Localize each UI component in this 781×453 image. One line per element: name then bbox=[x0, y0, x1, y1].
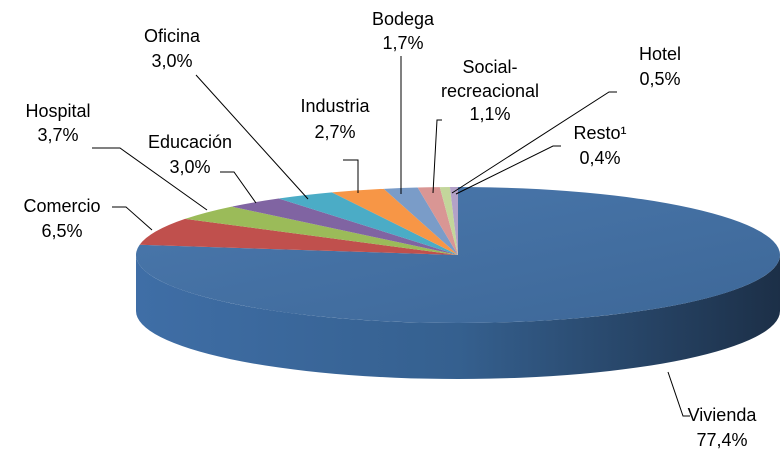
value-label: 1,7% bbox=[382, 33, 423, 53]
slice bbox=[278, 192, 458, 255]
slice-label: Resto¹ bbox=[573, 123, 626, 143]
slice-label: Bodega bbox=[372, 9, 435, 29]
leader-line bbox=[220, 171, 257, 204]
value-label: 0,5% bbox=[639, 69, 680, 89]
slice bbox=[231, 198, 458, 255]
value-label: 1,1% bbox=[469, 104, 510, 124]
leader-line bbox=[195, 74, 309, 200]
slice-label: Vivienda bbox=[688, 405, 758, 425]
value-label: 3,0% bbox=[169, 157, 210, 177]
slice bbox=[439, 187, 458, 255]
leader-line bbox=[667, 371, 690, 417]
slice-label: Oficina bbox=[144, 26, 201, 46]
slice bbox=[449, 187, 458, 255]
slice-label: Industria bbox=[300, 96, 370, 116]
value-label: 3,0% bbox=[151, 51, 192, 71]
leader-line bbox=[455, 145, 561, 195]
slice bbox=[383, 187, 458, 255]
slice-label: Hospital bbox=[25, 101, 90, 121]
slice bbox=[185, 206, 458, 255]
slice bbox=[139, 218, 458, 255]
value-label: 3,7% bbox=[37, 125, 78, 145]
slice-label: Hotel bbox=[639, 44, 681, 64]
slice-label: Social-recreacional bbox=[440, 57, 540, 101]
leader-line bbox=[112, 206, 153, 231]
value-label: 6,5% bbox=[41, 221, 82, 241]
leader-line bbox=[343, 159, 359, 193]
leader-line bbox=[451, 91, 617, 194]
slice-side bbox=[136, 255, 780, 379]
slice bbox=[417, 187, 458, 255]
leader-line bbox=[92, 147, 208, 211]
slice bbox=[331, 188, 458, 255]
slice-label: Comercio bbox=[23, 196, 100, 216]
value-label: 0,4% bbox=[579, 148, 620, 168]
leader-line bbox=[432, 119, 442, 194]
slice-label: Educación bbox=[148, 132, 232, 152]
value-label: 77,4% bbox=[696, 430, 747, 450]
value-label: 2,7% bbox=[314, 122, 355, 142]
